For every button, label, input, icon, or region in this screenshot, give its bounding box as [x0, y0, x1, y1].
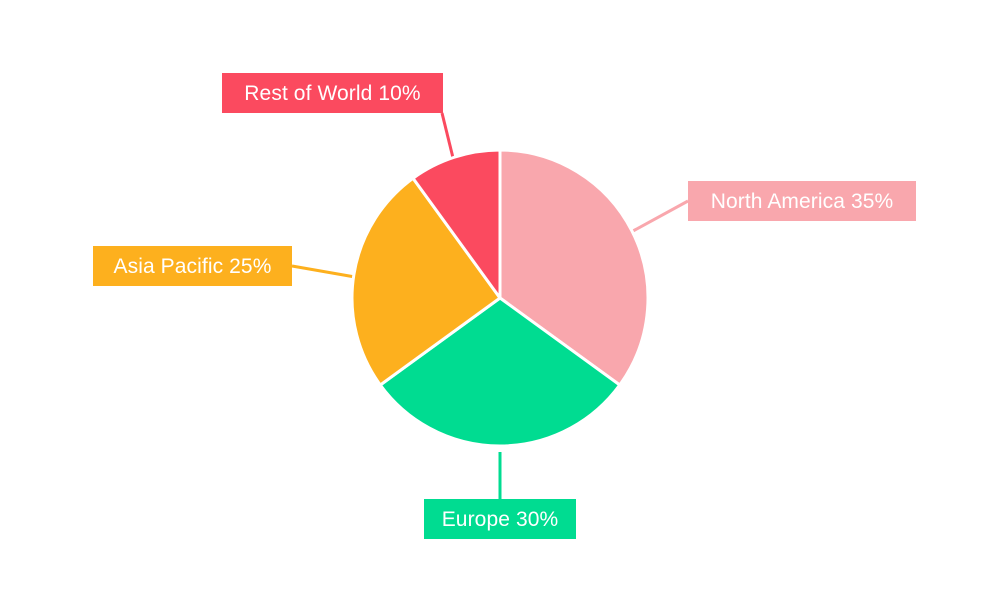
pie-label-rest-of-world[interactable]: Rest of World 10%: [222, 73, 443, 113]
pie-slice-asia-pacific[interactable]: [350, 176, 502, 387]
pie-label-asia-pacific[interactable]: Asia Pacific 25%: [93, 246, 292, 286]
pie-slices-group: [350, 148, 650, 448]
pie-label-north-america[interactable]: North America 35%: [688, 181, 916, 221]
pie-slice-north-america[interactable]: [498, 148, 650, 387]
pie-label-europe[interactable]: Europe 30%: [424, 499, 576, 539]
leader-line-north-america: [632, 199, 689, 233]
pie-slice-rest-of-world[interactable]: [411, 148, 502, 300]
pie-slice-europe[interactable]: [378, 296, 622, 448]
leader-line-asia-pacific: [291, 264, 356, 279]
